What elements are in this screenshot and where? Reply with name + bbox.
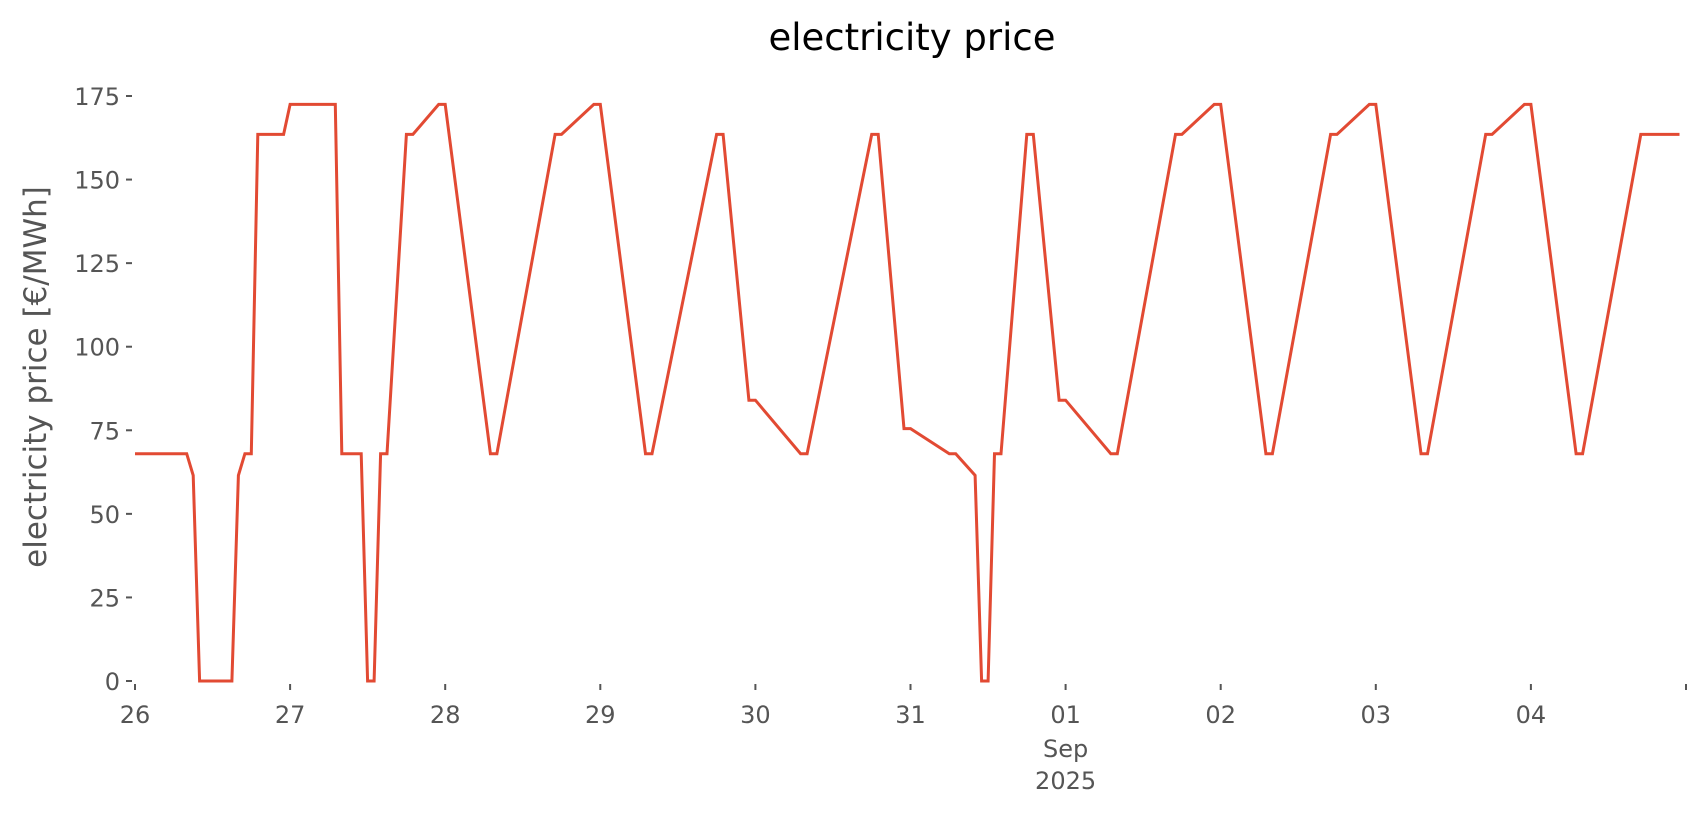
x-tick-sublabel: 2025 xyxy=(1035,767,1096,795)
x-tick-label: 02 xyxy=(1205,701,1236,729)
x-tick-label: 30 xyxy=(740,701,771,729)
y-axis: 0 25 50 75 100 125 150 175 xyxy=(74,83,132,696)
x-tick-label: 03 xyxy=(1361,701,1392,729)
x-axis: 26 27 28 29 30 31 01 Sep 2025 02 03 04 xyxy=(120,684,1687,795)
x-tick-label: 28 xyxy=(430,701,461,729)
chart-title: electricity price xyxy=(768,16,1055,59)
y-tick-label: 25 xyxy=(89,584,120,612)
x-tick-label: 29 xyxy=(585,701,616,729)
price-line xyxy=(135,102,1680,683)
y-tick-label: 175 xyxy=(74,83,120,111)
plot-area xyxy=(135,102,1680,683)
x-tick-sublabel: Sep xyxy=(1043,735,1088,763)
y-tick-label: 0 xyxy=(105,668,120,696)
y-tick-label: 50 xyxy=(89,501,120,529)
y-tick-label: 75 xyxy=(89,417,120,445)
x-tick-label: 26 xyxy=(120,701,151,729)
x-tick-label: 04 xyxy=(1516,701,1547,729)
y-tick-label: 150 xyxy=(74,167,120,195)
x-tick-label: 31 xyxy=(895,701,926,729)
y-tick-label: 100 xyxy=(74,334,120,362)
y-axis-label: electricity price [€/MWh] xyxy=(18,186,54,568)
x-tick-label: 01 xyxy=(1050,701,1081,729)
y-tick-label: 125 xyxy=(74,250,120,278)
x-tick-label: 27 xyxy=(275,701,306,729)
